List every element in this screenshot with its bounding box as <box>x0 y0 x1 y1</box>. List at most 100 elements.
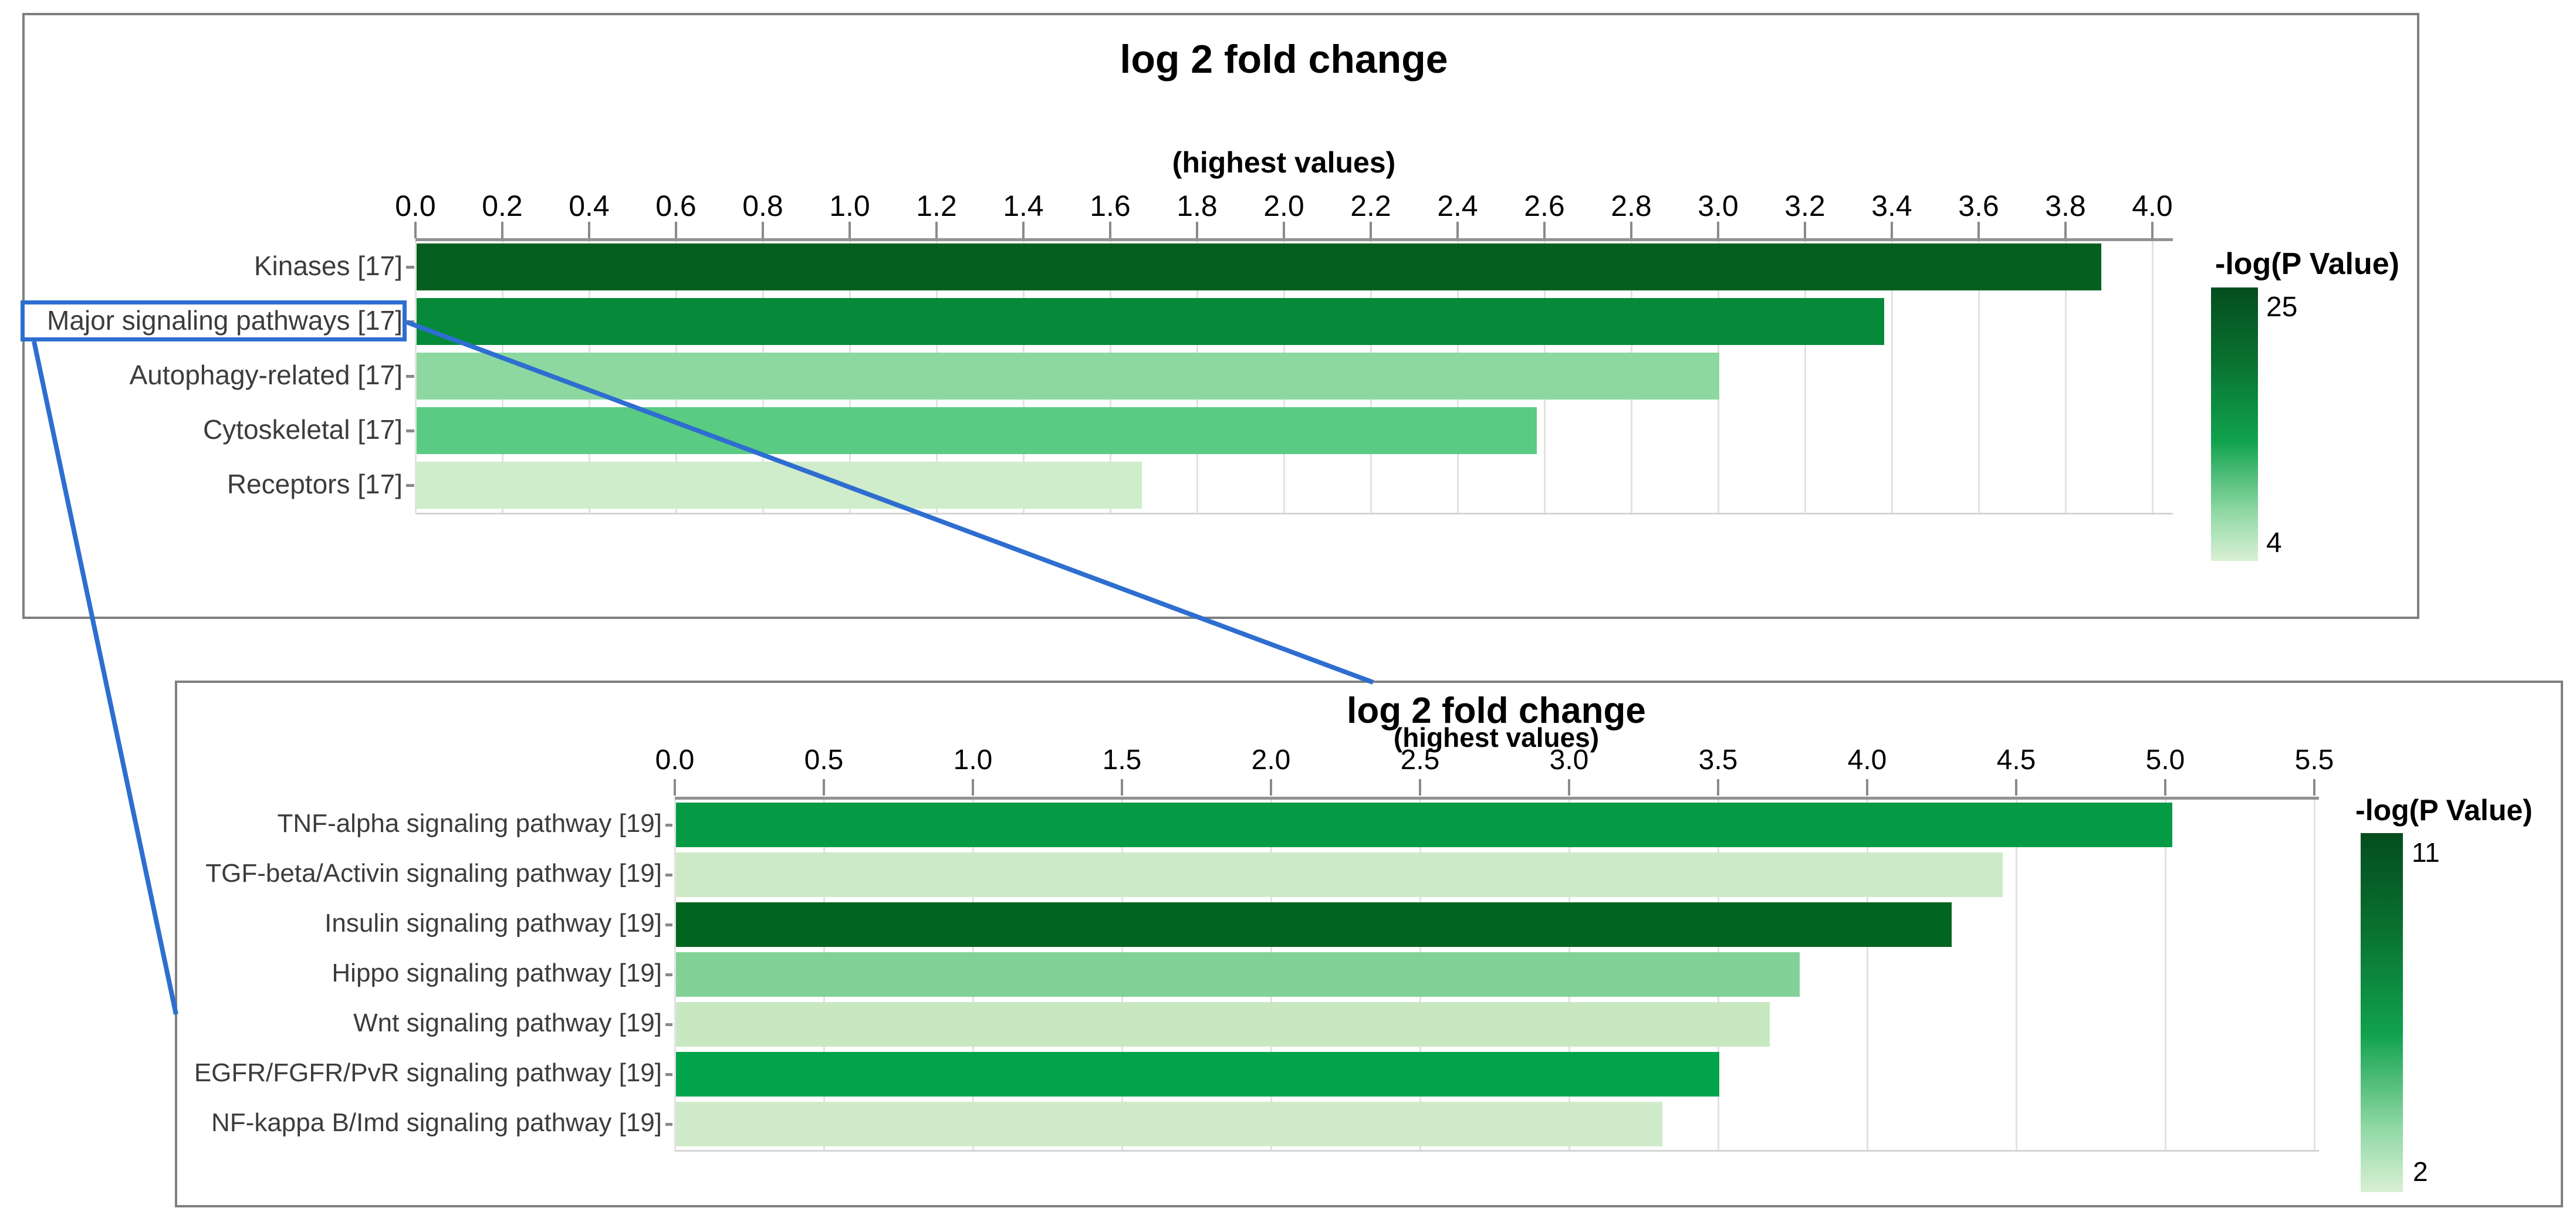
detail-chart-subtitle: (highest values) <box>1393 722 1600 753</box>
bar <box>676 1052 1719 1097</box>
x-axis-line <box>415 238 2173 241</box>
axis-tick-label: 3.5 <box>1698 745 1738 776</box>
axis-tick-label: 5.5 <box>2294 745 2334 776</box>
bar-category-label: Cytoskeletal [17] <box>202 414 403 445</box>
bar <box>676 902 1952 947</box>
bar <box>417 407 1537 454</box>
axis-tick-label: 3.8 <box>2045 189 2086 222</box>
gridline <box>2314 799 2315 1150</box>
gridline <box>1804 241 1806 513</box>
axis-tick-label: 1.4 <box>1003 189 1044 222</box>
overview-chart-title: log 2 fold change <box>1120 37 1448 82</box>
plot-bottom-line <box>415 513 2173 515</box>
bar-category-label: Hippo signaling pathway [19] <box>332 958 662 987</box>
axis-tick-mark <box>2064 222 2067 238</box>
bar-category-label: EGFR/FGFR/PvR signaling pathway [19] <box>194 1058 662 1087</box>
axis-tick-mark <box>1866 779 1868 796</box>
axis-tick-label: 0.8 <box>742 189 783 222</box>
axis-tick-label: 1.2 <box>916 189 957 222</box>
axis-tick-label: 0.0 <box>655 745 695 776</box>
bar <box>676 803 2172 847</box>
axis-tick-label: 2.2 <box>1350 189 1391 222</box>
gridline <box>1978 241 1980 513</box>
detail-legend-min-label: 2 <box>2413 1156 2428 1187</box>
axis-tick-label: 2.0 <box>1263 189 1304 222</box>
axis-tick-mark <box>1419 779 1421 796</box>
category-tick-mark <box>665 1023 672 1026</box>
bar <box>417 353 1719 400</box>
axis-tick-mark <box>1456 222 1459 238</box>
bar-category-label: Receptors [17] <box>227 469 403 500</box>
category-tick-mark <box>406 429 414 432</box>
axis-tick-mark <box>2015 779 2017 796</box>
axis-tick-label: 1.5 <box>1102 745 1142 776</box>
axis-tick-mark <box>1717 779 1719 796</box>
axis-tick-label: 0.2 <box>482 189 523 222</box>
bar-category-label: TNF-alpha signaling pathway [19] <box>277 808 662 838</box>
highlight-box-major-signaling-pathways <box>21 300 407 341</box>
axis-tick-mark <box>1891 222 1893 238</box>
axis-tick-mark <box>1804 222 1806 238</box>
axis-tick-mark <box>1109 222 1111 238</box>
bar-category-label: Wnt signaling pathway [19] <box>353 1008 662 1037</box>
axis-tick-mark <box>1717 222 1719 238</box>
axis-tick-label: 1.8 <box>1177 189 1218 222</box>
axis-tick-mark <box>1022 222 1025 238</box>
axis-tick-label: 0.4 <box>569 189 610 222</box>
bar <box>676 852 2003 897</box>
axis-tick-label: 2.4 <box>1437 189 1478 222</box>
axis-tick-mark <box>414 222 417 238</box>
axis-tick-label: 2.5 <box>1400 745 1440 776</box>
axis-tick-label: 1.6 <box>1090 189 1131 222</box>
axis-tick-label: 2.8 <box>1611 189 1652 222</box>
x-axis-line <box>675 797 2319 800</box>
category-tick-mark <box>665 1123 672 1126</box>
gridline <box>2065 241 2067 513</box>
bar-category-label: Major signaling pathways [17] <box>47 305 403 336</box>
bar <box>417 298 1884 345</box>
gridline <box>1891 241 1893 513</box>
axis-tick-label: 3.6 <box>1958 189 1999 222</box>
overview-legend-min-label: 4 <box>2266 527 2282 559</box>
axis-tick-label: 4.0 <box>2132 189 2173 222</box>
category-tick-mark <box>665 824 672 827</box>
gridline <box>674 799 676 1150</box>
overview-legend-title: -log(P Value) <box>2215 247 2399 281</box>
axis-tick-label: 3.0 <box>1549 745 1589 776</box>
axis-tick-mark <box>675 222 677 238</box>
axis-tick-mark <box>1977 222 1980 238</box>
bar <box>676 952 1800 997</box>
axis-tick-mark <box>2151 222 2154 238</box>
detail-legend-title: -log(P Value) <box>2355 794 2533 827</box>
axis-tick-mark <box>1283 222 1285 238</box>
overview-colorbar-gradient <box>2211 287 2258 561</box>
detail-colorbar-gradient <box>2361 833 2403 1192</box>
axis-tick-mark <box>1568 779 1570 796</box>
axis-tick-mark <box>2313 779 2315 796</box>
axis-tick-mark <box>823 779 825 796</box>
axis-tick-label: 1.0 <box>829 189 870 222</box>
category-tick-mark <box>665 923 672 926</box>
bar <box>676 1002 1770 1047</box>
axis-tick-label: 4.5 <box>1996 745 2036 776</box>
category-tick-mark <box>406 484 414 487</box>
axis-tick-mark <box>1630 222 1632 238</box>
axis-tick-label: 0.6 <box>655 189 697 222</box>
plot-bottom-line <box>675 1150 2319 1152</box>
detail-legend-max-label: 11 <box>2412 837 2440 868</box>
axis-tick-mark <box>848 222 851 238</box>
gridline <box>2016 799 2017 1150</box>
axis-tick-mark <box>588 222 590 238</box>
axis-tick-label: 3.2 <box>1784 189 1825 222</box>
bar-category-label: Autophagy-related [17] <box>129 360 403 391</box>
axis-tick-mark <box>1121 779 1123 796</box>
axis-tick-mark <box>935 222 938 238</box>
gridline <box>2152 241 2154 513</box>
category-tick-mark <box>665 973 672 976</box>
axis-tick-mark <box>972 779 974 796</box>
axis-tick-mark <box>1543 222 1546 238</box>
axis-tick-label: 5.0 <box>2145 745 2185 776</box>
axis-tick-mark <box>501 222 503 238</box>
category-tick-mark <box>406 320 414 323</box>
